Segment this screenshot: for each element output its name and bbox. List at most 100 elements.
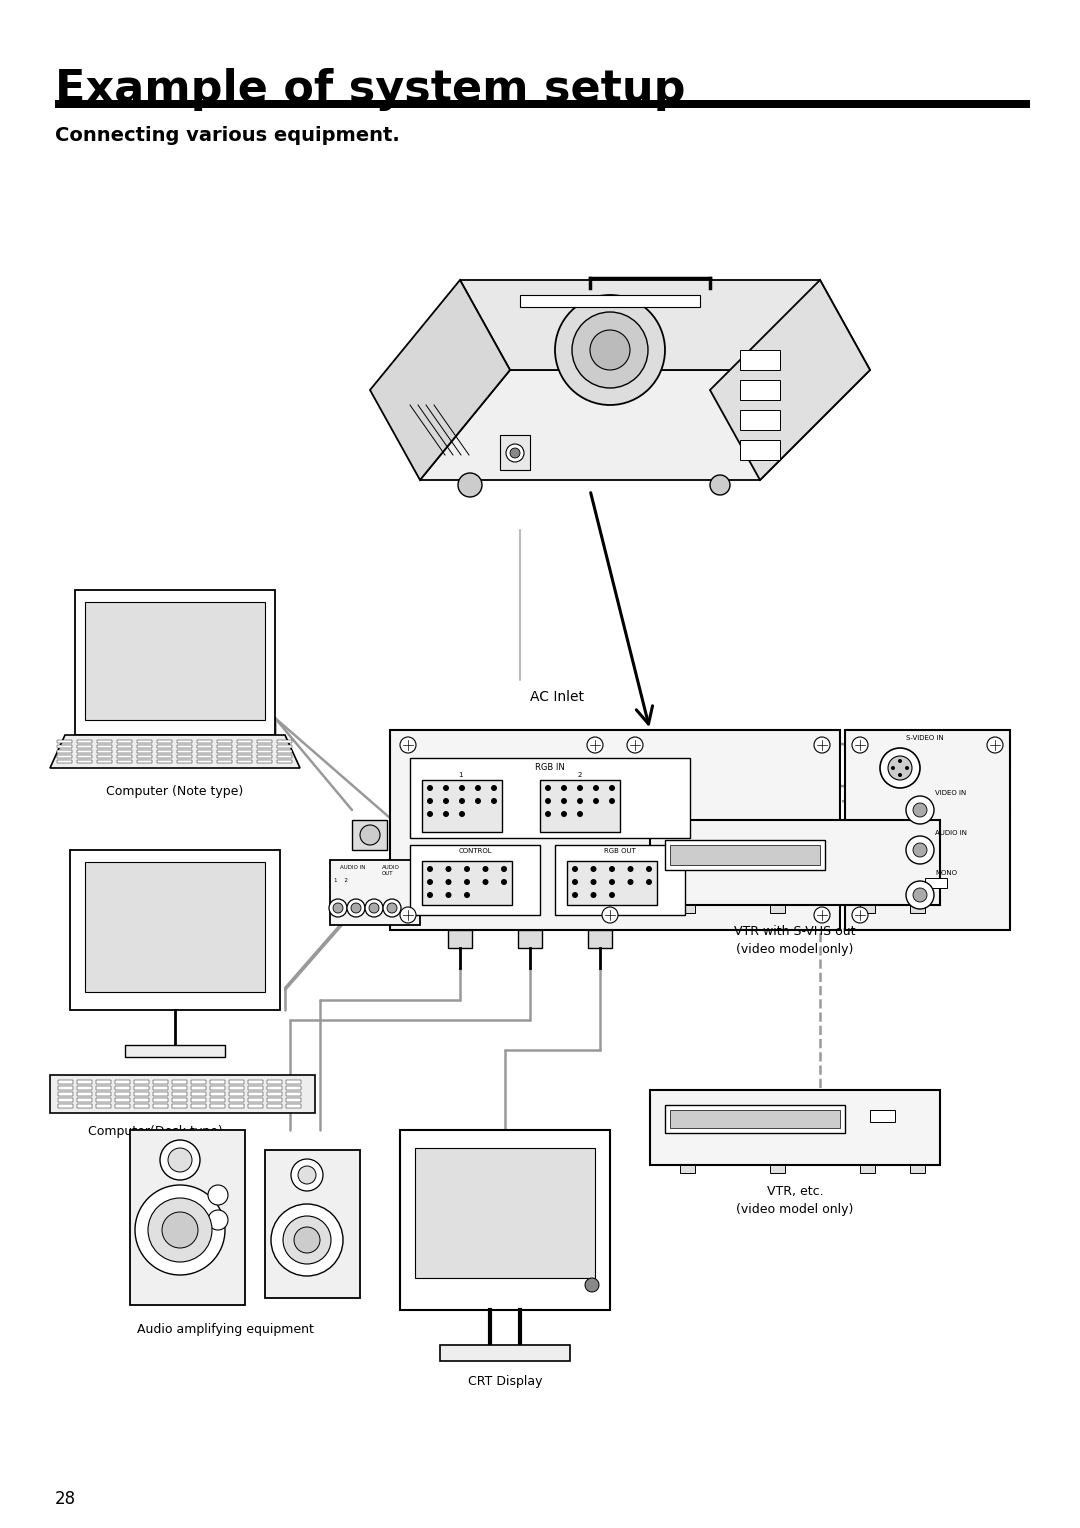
FancyBboxPatch shape — [276, 746, 292, 749]
FancyBboxPatch shape — [410, 758, 690, 837]
FancyBboxPatch shape — [210, 1093, 225, 1096]
FancyBboxPatch shape — [77, 1086, 92, 1089]
FancyBboxPatch shape — [257, 759, 272, 762]
Circle shape — [446, 879, 451, 885]
FancyBboxPatch shape — [134, 1080, 149, 1083]
Circle shape — [913, 843, 927, 857]
Circle shape — [443, 798, 449, 804]
Circle shape — [852, 908, 868, 923]
FancyBboxPatch shape — [77, 759, 92, 762]
FancyBboxPatch shape — [172, 1099, 187, 1102]
Circle shape — [609, 879, 615, 885]
FancyBboxPatch shape — [422, 779, 502, 833]
FancyBboxPatch shape — [77, 1099, 92, 1102]
Circle shape — [329, 898, 347, 917]
Circle shape — [491, 785, 497, 792]
FancyBboxPatch shape — [77, 755, 92, 758]
Circle shape — [572, 879, 578, 885]
Circle shape — [888, 756, 912, 779]
Circle shape — [510, 448, 519, 458]
FancyBboxPatch shape — [58, 1080, 73, 1083]
FancyBboxPatch shape — [519, 295, 700, 307]
Circle shape — [987, 736, 1003, 753]
Circle shape — [351, 903, 361, 914]
FancyBboxPatch shape — [248, 1105, 264, 1108]
FancyBboxPatch shape — [257, 740, 272, 743]
FancyBboxPatch shape — [770, 905, 785, 914]
FancyBboxPatch shape — [276, 750, 292, 753]
FancyBboxPatch shape — [137, 740, 152, 743]
Polygon shape — [460, 280, 870, 370]
Text: Computer(Desk type): Computer(Desk type) — [87, 1125, 222, 1138]
FancyBboxPatch shape — [172, 1105, 187, 1108]
FancyBboxPatch shape — [117, 750, 132, 753]
FancyBboxPatch shape — [910, 1164, 924, 1174]
Circle shape — [545, 811, 551, 817]
Text: AC Inlet: AC Inlet — [530, 691, 584, 704]
FancyBboxPatch shape — [237, 746, 252, 749]
FancyBboxPatch shape — [870, 1109, 895, 1122]
Circle shape — [400, 736, 416, 753]
Circle shape — [627, 736, 643, 753]
Circle shape — [545, 798, 551, 804]
Circle shape — [383, 898, 401, 917]
Circle shape — [906, 882, 934, 909]
FancyBboxPatch shape — [680, 905, 696, 914]
Circle shape — [464, 892, 470, 898]
FancyBboxPatch shape — [114, 1093, 130, 1096]
FancyBboxPatch shape — [157, 746, 172, 749]
Circle shape — [446, 866, 451, 872]
FancyBboxPatch shape — [77, 1105, 92, 1108]
FancyBboxPatch shape — [740, 350, 780, 370]
FancyBboxPatch shape — [77, 746, 92, 749]
Circle shape — [577, 811, 583, 817]
Polygon shape — [420, 370, 870, 480]
Circle shape — [905, 766, 909, 770]
FancyBboxPatch shape — [650, 1089, 940, 1164]
FancyBboxPatch shape — [217, 759, 232, 762]
Circle shape — [627, 879, 634, 885]
FancyBboxPatch shape — [125, 1045, 225, 1057]
FancyBboxPatch shape — [50, 1076, 315, 1112]
FancyBboxPatch shape — [217, 740, 232, 743]
FancyBboxPatch shape — [96, 1086, 111, 1089]
FancyBboxPatch shape — [55, 99, 1030, 108]
FancyBboxPatch shape — [740, 380, 780, 400]
FancyBboxPatch shape — [96, 1099, 111, 1102]
Circle shape — [208, 1210, 228, 1230]
Circle shape — [852, 736, 868, 753]
Circle shape — [360, 825, 380, 845]
Circle shape — [897, 759, 902, 762]
Circle shape — [561, 798, 567, 804]
Circle shape — [593, 785, 599, 792]
FancyBboxPatch shape — [257, 750, 272, 753]
FancyBboxPatch shape — [237, 755, 252, 758]
Circle shape — [585, 1277, 599, 1293]
FancyBboxPatch shape — [97, 746, 112, 749]
FancyBboxPatch shape — [860, 905, 875, 914]
FancyBboxPatch shape — [670, 845, 820, 865]
FancyBboxPatch shape — [210, 1105, 225, 1108]
FancyBboxPatch shape — [117, 759, 132, 762]
Polygon shape — [710, 280, 870, 480]
Circle shape — [609, 892, 615, 898]
FancyBboxPatch shape — [57, 746, 72, 749]
Circle shape — [906, 796, 934, 824]
FancyBboxPatch shape — [276, 759, 292, 762]
Text: MONO: MONO — [935, 869, 957, 876]
FancyBboxPatch shape — [286, 1093, 301, 1096]
Circle shape — [291, 1160, 323, 1190]
FancyBboxPatch shape — [172, 1093, 187, 1096]
FancyBboxPatch shape — [114, 1105, 130, 1108]
Circle shape — [646, 866, 652, 872]
FancyBboxPatch shape — [57, 755, 72, 758]
FancyBboxPatch shape — [191, 1105, 206, 1108]
Polygon shape — [50, 735, 300, 769]
FancyBboxPatch shape — [77, 740, 92, 743]
Circle shape — [507, 445, 524, 461]
FancyBboxPatch shape — [197, 759, 212, 762]
FancyBboxPatch shape — [85, 602, 265, 720]
Circle shape — [369, 903, 379, 914]
FancyBboxPatch shape — [191, 1099, 206, 1102]
FancyBboxPatch shape — [197, 740, 212, 743]
